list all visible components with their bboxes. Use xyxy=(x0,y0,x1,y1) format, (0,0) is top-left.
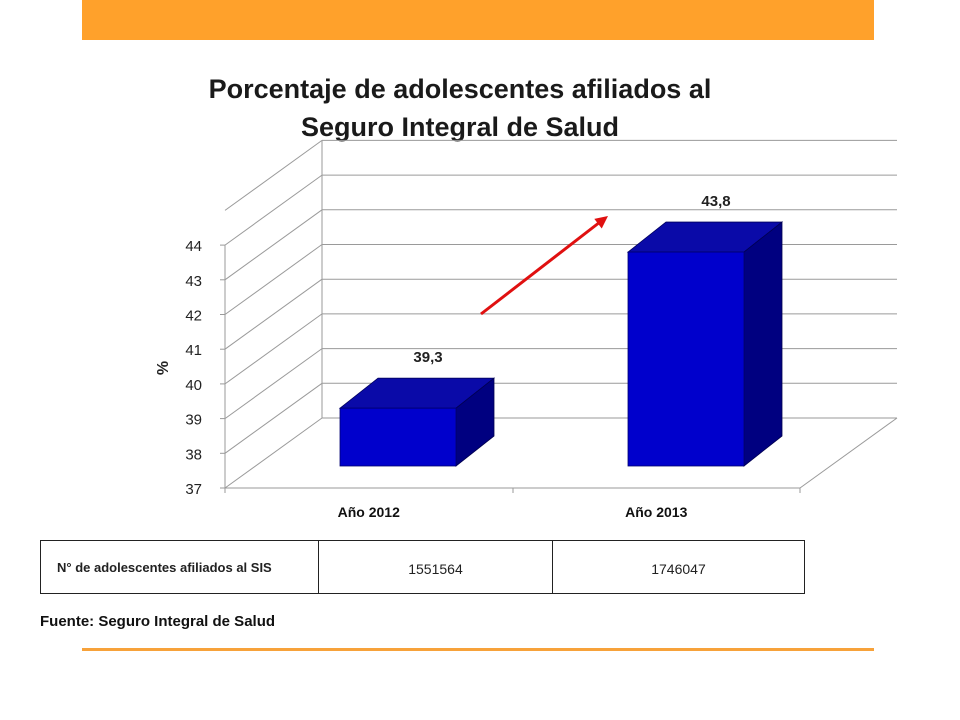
bar-side-face xyxy=(743,221,783,467)
y-tick-label: 42 xyxy=(185,308,202,325)
y-tick-label: 44 xyxy=(185,238,202,255)
bar-front-face xyxy=(627,251,745,467)
y-tick-label: 39 xyxy=(185,412,202,429)
floor-edge xyxy=(799,417,898,489)
bar-front-face xyxy=(339,407,457,467)
table-row-label: N° de adolescentes afiliados al SIS xyxy=(40,540,319,594)
source-note: Fuente: Seguro Integral de Salud xyxy=(40,613,276,630)
affiliates-table: N° de adolescentes afiliados al SIS 1551… xyxy=(40,540,805,594)
table-cell-2013: 1746047 xyxy=(552,540,805,594)
chart-title: Porcentaje de adolescentes afiliados al … xyxy=(208,74,712,142)
y-tick-labels: 37 38 39 40 41 42 43 44 xyxy=(185,238,202,498)
x-category-label: Año 2013 xyxy=(625,504,687,520)
data-label: 39,3 xyxy=(413,349,442,366)
top-accent-bar xyxy=(82,0,874,40)
y-tick-label: 41 xyxy=(185,342,202,359)
arrow-head xyxy=(594,216,608,229)
side-gridline xyxy=(224,348,323,420)
side-gridline xyxy=(224,313,323,385)
y-tick-label: 43 xyxy=(185,273,202,290)
arrow-shaft xyxy=(480,220,601,316)
side-gridline xyxy=(224,174,323,246)
table-row: N° de adolescentes afiliados al SIS 1551… xyxy=(40,540,805,594)
bottom-accent-rule xyxy=(82,648,874,651)
bar xyxy=(338,377,496,467)
bar xyxy=(626,221,784,467)
data-labels: 39,3 43,8 xyxy=(413,193,730,366)
y-tick-label: 40 xyxy=(185,377,202,394)
y-axis-label: % xyxy=(155,361,172,375)
y-tick-label: 37 xyxy=(185,481,202,498)
y-tick-label: 38 xyxy=(185,446,202,463)
side-gridline xyxy=(224,278,323,350)
side-gridline xyxy=(224,244,323,315)
trend-arrow xyxy=(480,216,608,316)
x-category-labels: Año 2012 Año 2013 xyxy=(338,504,688,520)
bars xyxy=(338,221,784,467)
data-label: 43,8 xyxy=(701,193,730,210)
side-gridline xyxy=(224,417,323,489)
side-gridline xyxy=(224,382,323,454)
axes xyxy=(220,244,801,493)
side-gridline xyxy=(224,209,323,281)
x-category-label: Año 2012 xyxy=(338,504,400,520)
table-cell-2012: 1551564 xyxy=(318,540,553,594)
gridlines xyxy=(224,139,898,489)
side-gridline xyxy=(224,139,323,211)
